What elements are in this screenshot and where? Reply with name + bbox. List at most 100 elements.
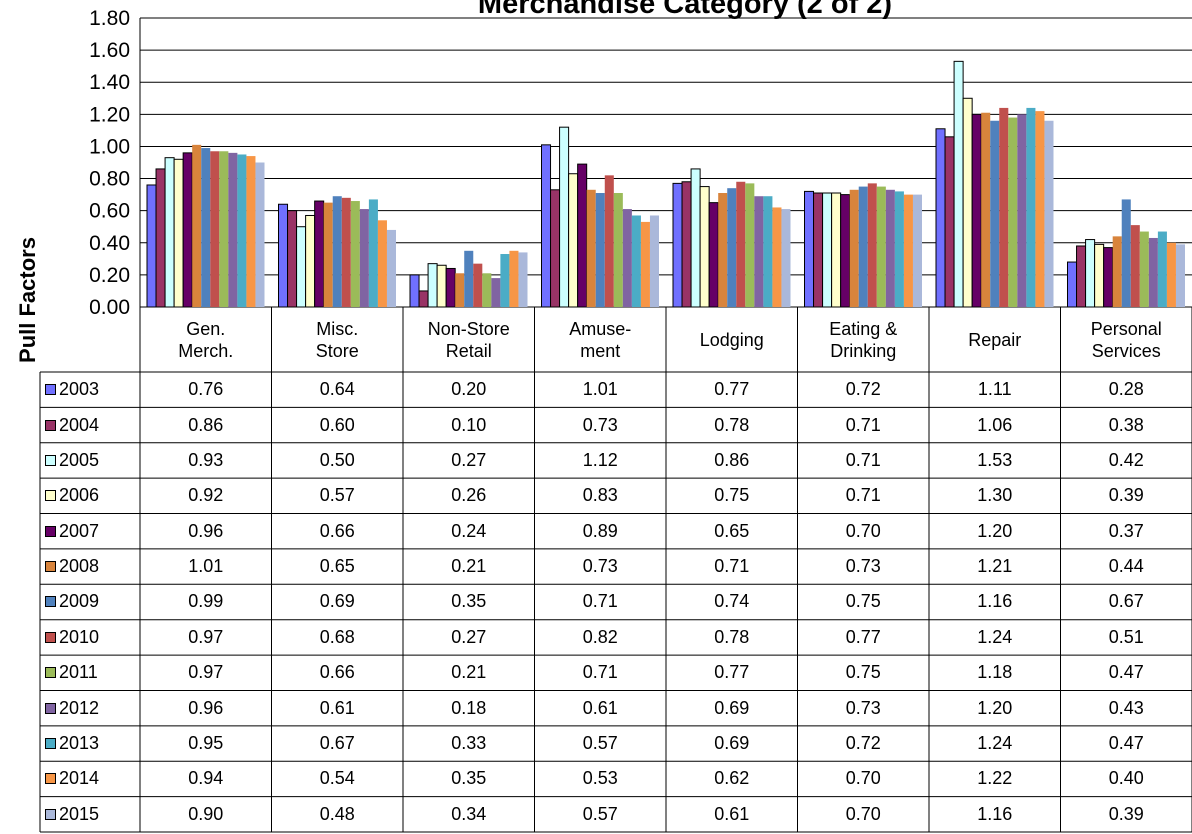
legend-label: 2013 (59, 733, 100, 754)
bar (1112, 236, 1122, 307)
table-cell: 1.30 (977, 485, 1013, 506)
bar (182, 152, 193, 308)
bar (613, 193, 623, 307)
y-tick-label: 0.40 (89, 232, 130, 255)
bar (482, 273, 492, 307)
table-cell: 0.57 (582, 803, 618, 824)
bar (427, 263, 438, 308)
bar (831, 192, 842, 308)
legend-key (45, 561, 56, 573)
bar (903, 194, 913, 307)
bar (541, 144, 552, 308)
legend-entry: 2011 (45, 655, 139, 690)
bar (681, 181, 692, 308)
bar (219, 151, 229, 307)
bar (953, 60, 964, 308)
table-cell: 0.82 (582, 626, 618, 647)
table-cell: 1.20 (977, 697, 1013, 718)
bar (672, 182, 683, 308)
bar (640, 221, 650, 307)
y-tick-label: 1.40 (89, 71, 130, 94)
table-cell: 1.16 (977, 591, 1013, 612)
table-cell: 0.61 (319, 697, 355, 718)
table-cell: 0.75 (845, 591, 881, 612)
table-cell: 0.86 (714, 449, 750, 470)
category-label: Eating & Drinking (829, 319, 898, 361)
legend-label: 2011 (59, 662, 98, 683)
y-axis-label: Pull Factors (15, 237, 40, 363)
legend-entry: 2009 (45, 584, 139, 619)
y-tick-label: 1.80 (89, 7, 130, 30)
table-cell: 0.73 (845, 697, 881, 718)
table-cell: 0.47 (1108, 662, 1144, 683)
legend-key (45, 596, 56, 608)
bar (568, 173, 579, 308)
bar (745, 183, 755, 307)
y-tick-label: 0.80 (89, 168, 130, 191)
bar (386, 229, 396, 307)
table-cell: 0.70 (845, 768, 881, 789)
legend-entry: 2010 (45, 620, 139, 655)
table-cell: 0.65 (714, 520, 750, 541)
bar (146, 184, 157, 308)
legend-entry: 2006 (45, 478, 139, 513)
bar (228, 152, 238, 307)
bar (944, 136, 955, 308)
legend-key (45, 454, 56, 466)
bar (287, 210, 298, 308)
bar (255, 162, 265, 307)
table-cell: 0.72 (845, 733, 881, 754)
table-cell: 0.76 (188, 379, 224, 400)
table-cell: 0.89 (582, 520, 618, 541)
legend-key (45, 702, 56, 714)
table-cell: 0.73 (582, 556, 618, 577)
table-cell: 0.69 (319, 591, 355, 612)
bar (781, 209, 791, 307)
bar (1076, 245, 1087, 308)
table-cell: 0.78 (714, 626, 750, 647)
table-cell: 0.35 (451, 768, 487, 789)
table-cell: 1.11 (977, 379, 1012, 400)
bar (840, 194, 851, 308)
table-cell: 0.34 (451, 803, 487, 824)
table-cell: 0.67 (319, 733, 355, 754)
bar (804, 190, 815, 308)
table-cell: 0.38 (1108, 414, 1144, 435)
table-cell: 0.50 (319, 449, 355, 470)
table-cell: 0.57 (319, 485, 355, 506)
legend-entry: 2007 (45, 514, 139, 549)
table-cell: 0.61 (582, 697, 618, 718)
table-cell: 1.21 (977, 556, 1013, 577)
legend-entry: 2015 (45, 797, 139, 832)
table-cell: 0.27 (451, 626, 487, 647)
bar (201, 148, 211, 307)
table-cell: 1.01 (188, 556, 224, 577)
bar (867, 183, 877, 307)
bar (1103, 247, 1114, 308)
table-cell: 0.68 (319, 626, 355, 647)
legend-entry: 2004 (45, 407, 139, 442)
bar (1067, 261, 1078, 308)
legend-entry: 2012 (45, 690, 139, 725)
bar (155, 168, 166, 308)
table-cell: 1.06 (977, 414, 1013, 435)
bar (772, 207, 782, 307)
legend-entry: 2014 (45, 761, 139, 796)
legend-label: 2015 (59, 803, 100, 824)
bar (1026, 107, 1036, 308)
legend-key (45, 490, 56, 502)
bar (604, 175, 614, 307)
y-tick-label: 1.00 (89, 135, 130, 158)
legend-entry: 2005 (45, 443, 139, 478)
y-tick-label: 1.20 (89, 103, 130, 126)
y-tick-label: 1.60 (89, 39, 130, 62)
bar (708, 202, 719, 308)
legend-label: 2004 (59, 414, 100, 435)
bar (550, 189, 561, 308)
table-cell: 0.64 (319, 379, 355, 400)
bar (210, 151, 220, 307)
table-cell: 0.57 (582, 733, 618, 754)
bar (699, 186, 710, 308)
